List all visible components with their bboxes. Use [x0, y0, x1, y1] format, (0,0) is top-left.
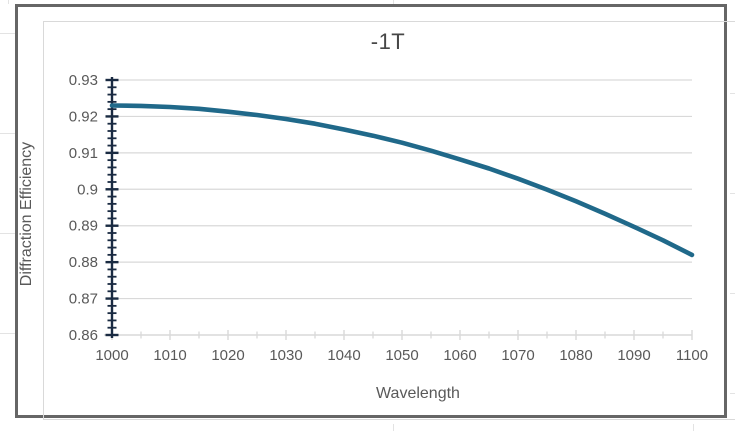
chart-frame: -1T Diffraction Efficiency Wavelength: [15, 4, 735, 420]
sheet-gridline: [730, 193, 735, 194]
sheet-gridline: [730, 393, 735, 394]
y-tick-label: 0.93: [69, 72, 98, 89]
x-tick-label: 1100: [676, 347, 708, 364]
y-tick-label: 0.87: [69, 291, 98, 308]
sheet-gridline: [0, 233, 15, 234]
x-axis-title: Wavelength: [376, 385, 460, 402]
x-tick-label: 1090: [617, 347, 650, 364]
x-tick-label: 1070: [501, 347, 534, 364]
y-tick-label: 0.9: [77, 181, 98, 198]
x-tick-label: 1030: [269, 347, 302, 364]
y-tick-label: 0.88: [69, 254, 98, 271]
x-tick-label: 1000: [95, 347, 128, 364]
series-line: [109, 103, 695, 258]
x-tick-label: 1040: [327, 347, 360, 364]
sheet-gridline: [0, 33, 15, 34]
sheet-gridline: [393, 0, 394, 4]
x-tick-label: 1060: [443, 347, 476, 364]
sheet-gridline: [0, 133, 15, 134]
x-tick-label: 1020: [211, 347, 244, 364]
sheet-gridline: [730, 293, 735, 294]
sheet-gridline: [730, 93, 735, 94]
chart-title: -1T: [370, 29, 406, 54]
sheet-gridline: [0, 333, 15, 334]
sheet-gridline: [693, 424, 694, 431]
chart-area-border: [43, 21, 735, 420]
x-tick-label: 1050: [385, 347, 418, 364]
y-tick-label: 0.89: [69, 218, 98, 235]
sheet-gridline: [8, 0, 9, 4]
sheet-gridline: [393, 424, 394, 431]
x-tick-label: 1080: [559, 347, 592, 364]
y-tick-label: 0.92: [69, 108, 98, 125]
y-tick-label: 0.91: [69, 145, 98, 162]
x-tick-label: 1010: [153, 347, 186, 364]
y-tick-label: 0.86: [69, 327, 98, 344]
